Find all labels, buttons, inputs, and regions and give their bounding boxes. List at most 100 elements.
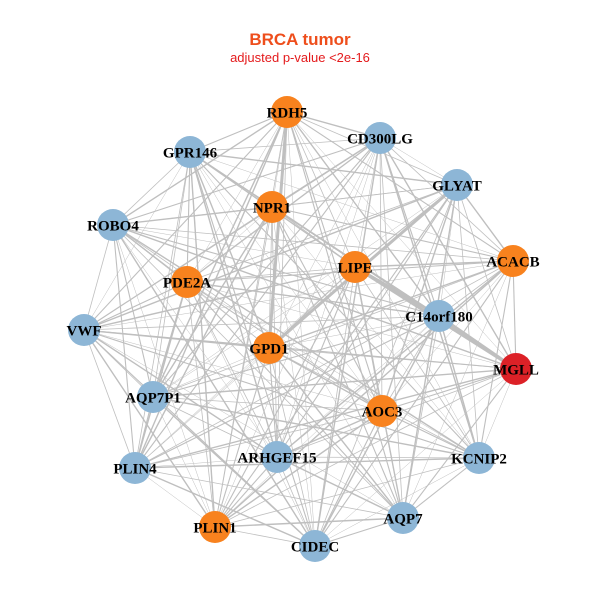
edge [381,368,517,412]
edge [189,151,458,186]
edge [402,457,480,519]
node-VWF [68,314,100,346]
edge [214,137,381,528]
edge [286,111,404,519]
node-label-MGLL: MGLL [493,362,539,378]
edge [134,457,480,469]
edge [152,396,216,528]
edge [402,260,514,519]
edge [271,206,514,262]
edge [152,368,517,398]
edge [379,137,480,459]
edge [512,260,517,370]
node-C14orf180 [423,300,455,332]
edge [186,281,404,519]
node-label-PDE2A: PDE2A [163,275,212,291]
edge [83,260,514,331]
edge [379,137,404,519]
edge [276,184,458,458]
node-label-PLIN4: PLIN4 [113,461,157,477]
edge [83,206,273,331]
edge [214,457,480,528]
edge [276,410,383,458]
edge [134,410,383,469]
node-label-PLIN1: PLIN1 [193,520,236,536]
node-label-GPD1: GPD1 [249,341,288,357]
edge [83,329,216,528]
edge [214,184,458,528]
edge [134,347,270,469]
edge [134,281,188,469]
edge [134,315,440,469]
node-layer [68,96,532,562]
edge [456,184,480,459]
edge [186,281,517,370]
node-label-AQP7P1: AQP7P1 [125,390,181,406]
edge [402,368,517,519]
edge [381,410,480,459]
edge [186,281,270,349]
edge [286,111,356,268]
node-CIDEC [299,530,331,562]
edge [134,151,191,469]
edge [134,456,278,469]
edge [381,184,458,412]
chart-subtitle: adjusted p-value <2e-16 [230,50,370,65]
edge [214,526,316,547]
edge [83,329,480,459]
edge [268,347,316,547]
edge [271,206,278,458]
edge [189,151,278,458]
node-AQP7P1 [137,381,169,413]
edge [112,224,404,519]
edge [83,281,188,331]
node-KCNIP2 [463,442,495,474]
edge [152,206,273,398]
edge [134,206,273,469]
node-label-CIDEC: CIDEC [291,539,339,555]
edge [314,315,440,547]
edge [134,467,216,528]
node-MGLL [500,353,532,385]
edge [286,111,383,412]
node-GLYAT [441,169,473,201]
edge [271,206,356,268]
edge [276,315,440,458]
edge [381,260,514,412]
node-AQP7 [387,502,419,534]
edge [189,151,514,262]
edge [214,260,514,528]
chart-title: BRCA tumor [249,30,351,49]
node-GPR146 [174,136,206,168]
node-label-ARHGEF15: ARHGEF15 [237,450,316,466]
node-label-GLYAT: GLYAT [432,178,481,194]
edge [268,260,514,349]
edge [286,111,517,370]
edge [186,206,273,283]
edge [186,281,316,547]
edge [112,224,216,528]
edge [152,396,316,547]
node-PDE2A [171,266,203,298]
edge [268,347,404,519]
node-RDH5 [271,96,303,128]
edge [152,347,270,398]
node-label-LIPE: LIPE [337,260,372,276]
edge [314,410,383,547]
edge [134,368,517,469]
edge [268,347,517,370]
edge [186,184,458,283]
edge [478,260,514,459]
edge [83,266,356,331]
edge [83,329,404,519]
edge [286,111,514,262]
edge [456,184,517,370]
edge [276,456,404,519]
node-PLIN4 [119,452,151,484]
edge [152,396,480,459]
edge [276,456,316,547]
node-label-C14orf180: C14orf180 [405,309,473,325]
edge [83,184,458,331]
